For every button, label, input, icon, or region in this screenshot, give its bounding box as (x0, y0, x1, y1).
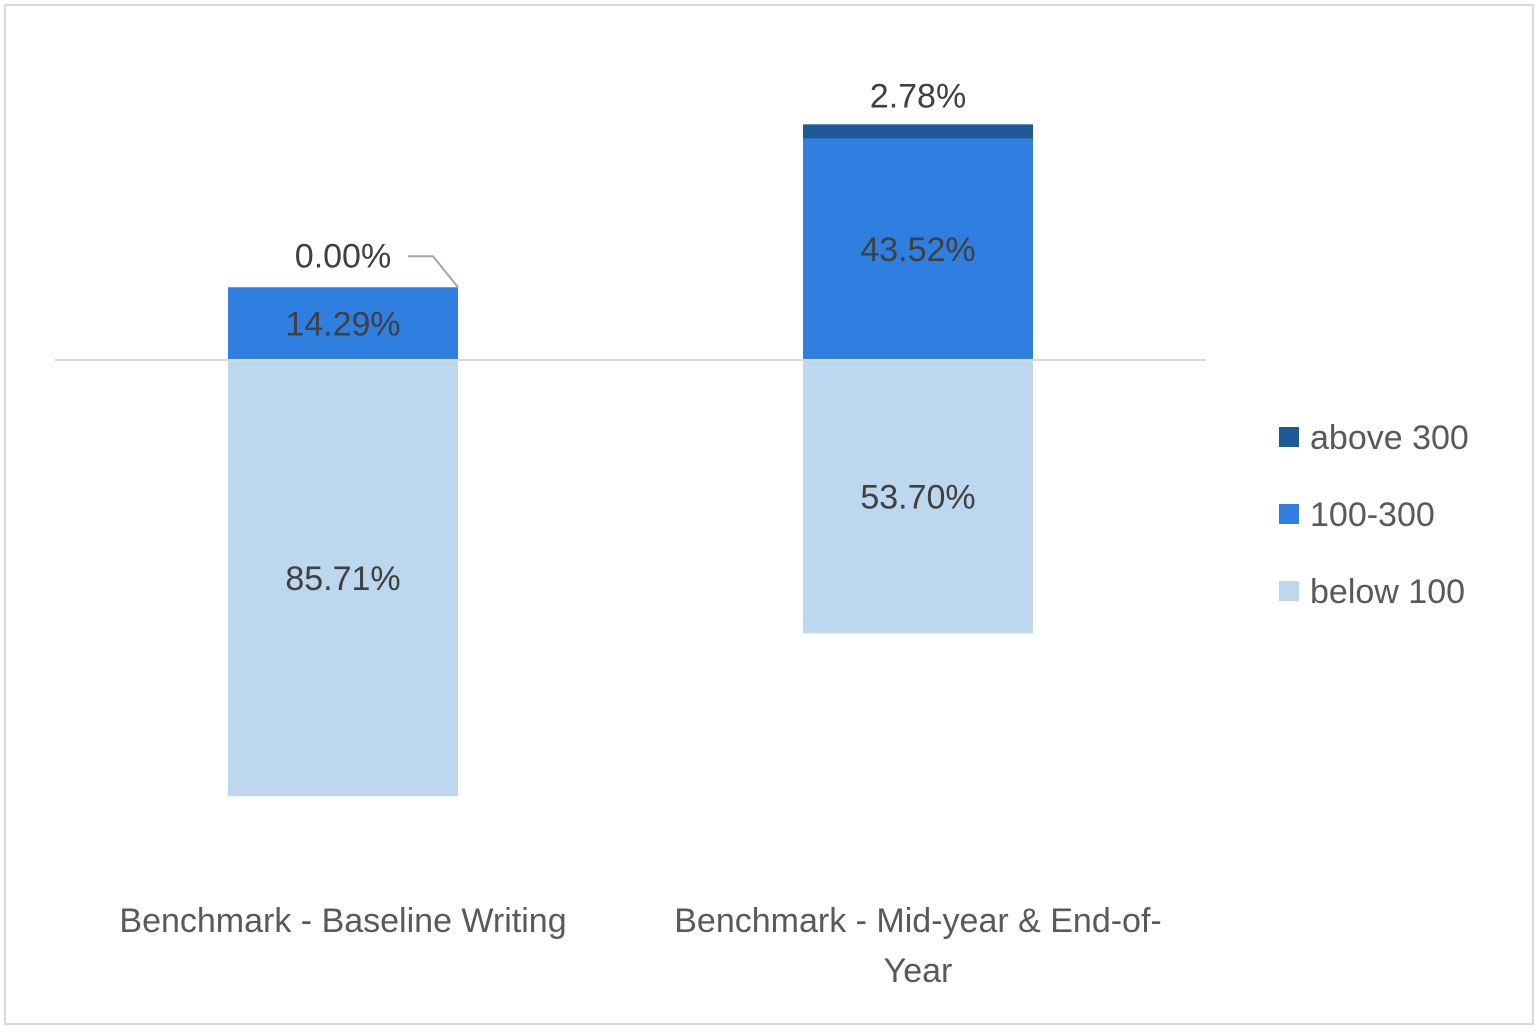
bar-below-100-1 (228, 360, 458, 797)
legend-label-100-300: 100-300 (1310, 496, 1435, 534)
data-labels-group: 85.71% 14.29% 0.00% 53.70% 43.52% 2.78% (285, 77, 975, 598)
legend: above 300 100-300 below 100 (1279, 419, 1469, 611)
category-label-2-line-2: Year (884, 952, 953, 990)
category-labels-group: Benchmark - Baseline Writing Benchmark - … (119, 902, 1161, 990)
legend-swatch-below-100 (1279, 581, 1299, 601)
data-label-above-300-1: 0.00% (295, 237, 391, 275)
data-label-100-300-1: 14.29% (285, 306, 400, 344)
leader-line-above-300-1 (408, 255, 459, 288)
legend-swatch-above-300 (1279, 427, 1299, 447)
data-label-100-300-2: 43.52% (860, 231, 975, 269)
category-label-2-line-1: Benchmark - Mid-year & End-of- (674, 902, 1162, 940)
category-label-1: Benchmark - Baseline Writing (119, 902, 566, 940)
bars-group (228, 124, 1033, 797)
bar-below-100-2 (803, 360, 1033, 634)
legend-swatch-100-300 (1279, 504, 1299, 524)
bar-above-300-2 (803, 124, 1033, 139)
data-label-below-100-1: 85.71% (285, 560, 400, 598)
legend-label-above-300: above 300 (1310, 419, 1469, 457)
legend-label-below-100: below 100 (1310, 573, 1465, 611)
data-label-below-100-2: 53.70% (860, 479, 975, 517)
data-label-above-300-2: 2.78% (870, 77, 966, 115)
bar-100-300-1 (228, 287, 458, 360)
bar-100-300-2 (803, 138, 1033, 360)
